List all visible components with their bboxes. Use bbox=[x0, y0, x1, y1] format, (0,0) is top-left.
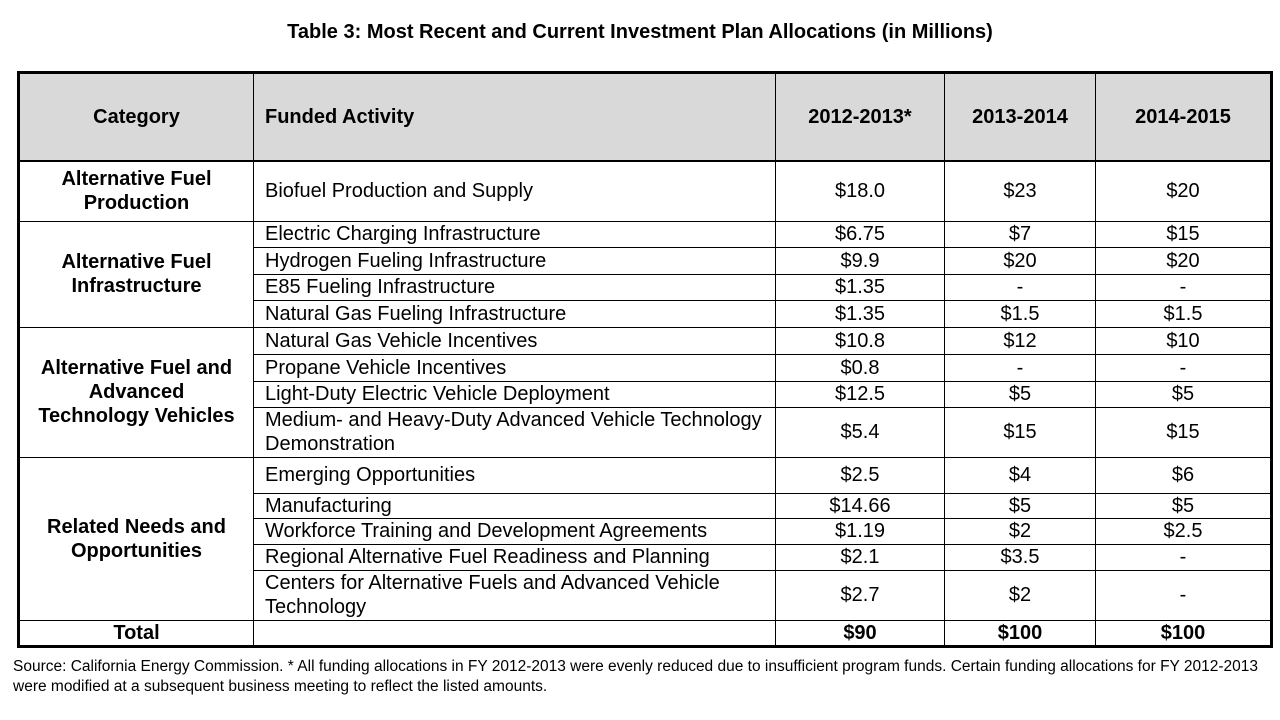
activity-cell: E85 Fueling Infrastructure bbox=[253, 273, 776, 301]
table-row: Centers for Alternative Fuels and Advanc… bbox=[19, 569, 1272, 621]
value-2013-2014-cell: $5 bbox=[944, 380, 1096, 408]
activity-cell: Natural Gas Fueling Infrastructure bbox=[253, 299, 776, 328]
category-cell: Alternative Fuel Production bbox=[18, 160, 254, 222]
category-cell: Alternative Fuel and Advanced Technology… bbox=[18, 326, 254, 458]
value-2014-2015-cell: - bbox=[1095, 273, 1272, 301]
value-2013-2014-cell: $23 bbox=[944, 160, 1096, 222]
value-2012-2013-cell: $1.19 bbox=[775, 517, 945, 545]
table-row: Alternative Fuel and Advanced Technology… bbox=[18, 326, 1272, 458]
value-2012-2013-cell: $2.1 bbox=[775, 543, 945, 571]
value-2013-2014-cell: $7 bbox=[944, 220, 1096, 248]
header-funded-activity: Funded Activity bbox=[253, 72, 776, 162]
category-cell: Alternative Fuel Infrastructure bbox=[18, 220, 254, 328]
value-2013-2014-cell: - bbox=[944, 353, 1096, 382]
activity-cell: Emerging Opportunities bbox=[253, 456, 776, 494]
activity-cell: Regional Alternative Fuel Readiness and … bbox=[253, 543, 776, 571]
value-2014-2015-cell: $10 bbox=[1095, 326, 1272, 355]
table-row: Regional Alternative Fuel Readiness and … bbox=[19, 543, 1272, 571]
table-row: Related Needs and Opportunities Emerging … bbox=[18, 456, 1272, 621]
total-2013-2014: $100 bbox=[944, 619, 1096, 647]
value-2014-2015-cell: - bbox=[1095, 543, 1272, 571]
value-2013-2014-cell: $2 bbox=[944, 517, 1096, 545]
activity-cell: Workforce Training and Development Agree… bbox=[253, 517, 776, 545]
source-note: Source: California Energy Commission. * … bbox=[13, 658, 1259, 695]
table-row: Manufacturing $14.66 $5 $5 bbox=[19, 492, 1272, 519]
activity-cell: Centers for Alternative Fuels and Advanc… bbox=[253, 569, 776, 621]
value-2013-2014-cell: $5 bbox=[944, 492, 1096, 519]
activity-cell: Hydrogen Fueling Infrastructure bbox=[253, 246, 776, 275]
value-2012-2013-cell: $10.8 bbox=[775, 326, 945, 355]
table-row: Light-Duty Electric Vehicle Deployment $1… bbox=[19, 380, 1272, 408]
value-2013-2014-cell: $4 bbox=[944, 456, 1096, 494]
value-2014-2015-cell: $5 bbox=[1095, 492, 1272, 519]
header-2013-2014: 2013-2014 bbox=[944, 72, 1096, 162]
activity-cell: Propane Vehicle Incentives bbox=[253, 353, 776, 382]
total-row: Total $90 $100 $100 bbox=[18, 619, 1272, 647]
activity-cell: Natural Gas Vehicle Incentives bbox=[253, 326, 776, 355]
value-2013-2014-cell: $1.5 bbox=[944, 299, 1096, 328]
value-2012-2013-cell: $1.35 bbox=[775, 299, 945, 328]
table-row: Alternative Fuel Infrastructure Electric … bbox=[18, 220, 1272, 328]
value-2013-2014-cell: $20 bbox=[944, 246, 1096, 275]
value-2013-2014-cell: $2 bbox=[944, 569, 1096, 621]
table-row: Alternative Fuel Production Biofuel Produ… bbox=[18, 160, 1272, 222]
value-2014-2015-cell: $1.5 bbox=[1095, 299, 1272, 328]
total-2014-2015: $100 bbox=[1095, 619, 1272, 647]
table-row: Hydrogen Fueling Infrastructure $9.9 $20 $2… bbox=[19, 246, 1272, 275]
activity-cell: Medium- and Heavy-Duty Advanced Vehicle … bbox=[253, 406, 776, 458]
value-2012-2013-cell: $9.9 bbox=[775, 246, 945, 275]
value-2014-2015-cell: $15 bbox=[1095, 220, 1272, 248]
value-2013-2014-cell: - bbox=[944, 273, 1096, 301]
activity-cell: Manufacturing bbox=[253, 492, 776, 519]
activity-cell: Light-Duty Electric Vehicle Deployment bbox=[253, 380, 776, 408]
header-category: Category bbox=[18, 72, 254, 162]
allocations-table: Category Funded Activity 2012-2013* 2013… bbox=[17, 71, 1273, 648]
value-2012-2013-cell: $5.4 bbox=[775, 406, 945, 458]
table-title: Table 3: Most Recent and Current Investm… bbox=[287, 21, 993, 43]
value-2014-2015-cell: - bbox=[1095, 569, 1272, 621]
header-2012-2013: 2012-2013* bbox=[775, 72, 945, 162]
value-2014-2015-cell: $20 bbox=[1095, 160, 1272, 222]
table-row: Natural Gas Fueling Infrastructure $1.35 $… bbox=[19, 299, 1272, 328]
value-2012-2013-cell: $0.8 bbox=[775, 353, 945, 382]
activity-cell: Electric Charging Infrastructure bbox=[253, 220, 776, 248]
total-label: Total bbox=[18, 619, 254, 647]
value-2014-2015-cell: $15 bbox=[1095, 406, 1272, 458]
total-activity-cell bbox=[253, 619, 776, 647]
value-2014-2015-cell: - bbox=[1095, 353, 1272, 382]
value-2014-2015-cell: $6 bbox=[1095, 456, 1272, 494]
value-2012-2013-cell: $2.7 bbox=[775, 569, 945, 621]
value-2014-2015-cell: $20 bbox=[1095, 246, 1272, 275]
header-row: Category Funded Activity 2012-2013* 2013… bbox=[18, 72, 1272, 162]
value-2013-2014-cell: $15 bbox=[944, 406, 1096, 458]
table-row: E85 Fueling Infrastructure $1.35- - bbox=[19, 273, 1272, 301]
activity-cell: Biofuel Production and Supply bbox=[253, 160, 776, 222]
value-2012-2013-cell: $6.75 bbox=[775, 220, 945, 248]
value-2012-2013-cell: $1.35 bbox=[775, 273, 945, 301]
value-2013-2014-cell: $3.5 bbox=[944, 543, 1096, 571]
value-2012-2013-cell: $18.0 bbox=[775, 160, 945, 222]
value-2012-2013-cell: $14.66 bbox=[775, 492, 945, 519]
value-2012-2013-cell: $12.5 bbox=[775, 380, 945, 408]
header-2014-2015: 2014-2015 bbox=[1095, 72, 1272, 162]
total-2012-2013: $90 bbox=[775, 619, 945, 647]
value-2012-2013-cell: $2.5 bbox=[775, 456, 945, 494]
category-cell: Related Needs and Opportunities bbox=[18, 456, 254, 621]
value-2014-2015-cell: $5 bbox=[1095, 380, 1272, 408]
value-2014-2015-cell: $2.5 bbox=[1095, 517, 1272, 545]
table-row: Workforce Training and Development Agree… bbox=[19, 517, 1272, 545]
value-2013-2014-cell: $12 bbox=[944, 326, 1096, 355]
